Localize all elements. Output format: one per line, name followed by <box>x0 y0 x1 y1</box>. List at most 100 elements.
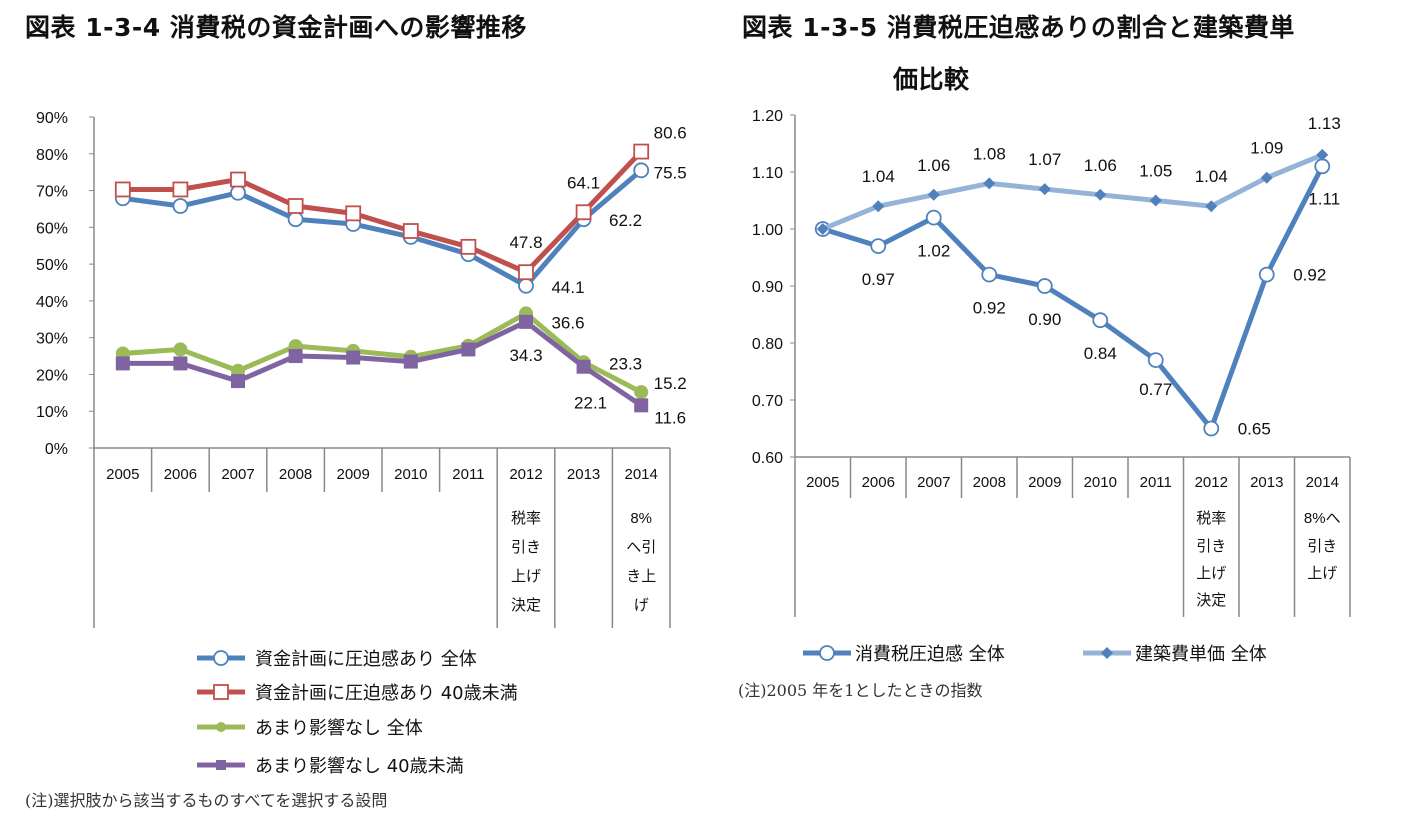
data-label: 1.06 <box>917 156 950 175</box>
category-annotation: へ引 <box>626 539 656 556</box>
data-label: 0.92 <box>973 299 1006 318</box>
category-annotation: 税率 <box>1196 510 1226 527</box>
x-tick-label: 2009 <box>1028 474 1061 491</box>
x-tick-label: 2012 <box>509 466 542 483</box>
data-label: 0.92 <box>1293 266 1326 285</box>
right-chart: 0.60 0.70 0.80 0.90 1.00 1.10 1.20 2005 2006 2007… <box>738 108 1351 700</box>
x-tick-label: 2011 <box>452 466 484 483</box>
legend-item: 資金計画に圧迫感あり 全体 <box>197 649 477 670</box>
data-label: 36.6 <box>551 313 584 332</box>
y-tick-label: 1.20 <box>752 108 783 125</box>
y-tick-label: 0.70 <box>752 393 783 410</box>
legend-item: 消費税圧迫感 全体 <box>803 644 1005 665</box>
series-line <box>821 152 1324 232</box>
data-point <box>1258 266 1275 283</box>
data-point <box>287 211 304 228</box>
right-chart-title-line-2: 価比較 <box>893 65 970 94</box>
y-tick-label: 20% <box>36 367 68 384</box>
data-point <box>115 356 130 371</box>
data-point <box>983 177 996 190</box>
data-point <box>403 354 418 369</box>
series-2: 36.6 23.3 15.2 <box>115 306 687 400</box>
x-tick-label: 2007 <box>221 466 254 483</box>
data-point <box>346 350 361 365</box>
data-label: 62.2 <box>609 211 642 230</box>
x-tick-label: 2008 <box>973 474 1006 491</box>
y-tick-label: 50% <box>36 257 68 274</box>
category-annotation: き上 <box>626 568 656 585</box>
data-label: 0.90 <box>1028 310 1061 329</box>
x-tick-label: 2014 <box>625 466 658 483</box>
data-label: 34.3 <box>509 346 542 365</box>
data-point <box>345 205 362 222</box>
legend-label: あまり影響なし 40歳未満 <box>255 756 464 777</box>
category-annotation: 決定 <box>1196 592 1226 609</box>
chart-note: (注)選択肢から該当するものすべてを選択する設問 <box>25 791 387 810</box>
category-annotation: 税率 <box>511 510 541 527</box>
legend-label: 資金計画に圧迫感あり 全体 <box>255 649 477 670</box>
series-1: 47.8 64.1 80.6 <box>114 124 687 281</box>
y-tick-label: 1.10 <box>752 165 783 182</box>
legend-label: 消費税圧迫感 全体 <box>855 644 1005 665</box>
series-line <box>122 310 643 395</box>
x-tick-label: 2006 <box>164 466 197 483</box>
data-label: 1.04 <box>1195 167 1228 186</box>
x-tick-label: 2005 <box>806 474 839 491</box>
category-annotation: 8%へ <box>1304 510 1341 527</box>
data-point <box>231 374 245 389</box>
data-point <box>633 143 650 160</box>
legend-item: あまり影響なし 40歳未満 <box>197 756 464 777</box>
category-annotation: 決定 <box>511 597 541 614</box>
x-tick-label: 2012 <box>1195 474 1228 491</box>
data-point <box>1147 352 1164 369</box>
y-tick-label: 0% <box>45 441 68 458</box>
data-point <box>925 209 942 226</box>
data-point <box>981 266 998 283</box>
data-point <box>1203 420 1220 437</box>
series-0: 0.97 1.02 0.92 0.90 0.84 0.77 0.65 0.92 1.11 <box>814 158 1340 439</box>
legend-marker <box>216 722 226 732</box>
data-label: 80.6 <box>654 124 687 143</box>
legend-marker <box>216 760 226 770</box>
category-annotation: 引き <box>511 539 541 556</box>
data-label: 1.08 <box>973 144 1006 163</box>
data-point <box>634 398 649 413</box>
data-point <box>173 356 188 371</box>
series-line <box>822 165 1325 431</box>
y-tick-label: 0.60 <box>752 450 783 467</box>
y-tick-label: 90% <box>36 110 68 127</box>
legend-marker <box>213 650 229 666</box>
y-tick-label: 0.90 <box>752 279 783 296</box>
data-label: 1.13 <box>1308 114 1341 133</box>
x-tick-label: 2010 <box>394 466 427 483</box>
category-annotation: 上げ <box>1307 565 1337 582</box>
category-annotation: 8% <box>630 510 652 527</box>
data-point <box>870 238 887 255</box>
data-point <box>287 198 304 214</box>
data-point <box>172 198 189 214</box>
y-tick-label: 1.00 <box>752 222 783 239</box>
legend-item: 建築費単価 全体 <box>1083 644 1267 665</box>
data-point <box>461 342 476 357</box>
legend-label: 建築費単価 全体 <box>1135 644 1267 665</box>
x-tick-label: 2006 <box>862 474 895 491</box>
x-tick-label: 2010 <box>1084 474 1117 491</box>
data-label: 23.3 <box>609 354 642 373</box>
y-tick-label: 30% <box>36 331 68 348</box>
series-line <box>122 319 643 408</box>
right-chart-title-line-1: 図表 1-3-5 消費税圧迫感ありの割合と建築費単 <box>742 13 1295 42</box>
category-annotation: 上げ <box>1196 565 1226 582</box>
data-label: 1.05 <box>1139 162 1172 181</box>
data-label: 0.97 <box>862 270 895 289</box>
data-label: 1.09 <box>1250 139 1283 158</box>
left-chart: 0% 10% 20% 30% 40% 50% 60% 70% 80% 90% 2005 2006 200… <box>25 110 687 810</box>
data-point <box>1149 194 1162 207</box>
data-point <box>1038 183 1051 196</box>
legend-marker <box>213 684 229 700</box>
data-label: 1.04 <box>862 167 895 186</box>
data-point <box>1094 188 1107 201</box>
data-label: 1.07 <box>1028 150 1061 169</box>
data-point <box>172 181 189 198</box>
data-point <box>1205 200 1218 213</box>
